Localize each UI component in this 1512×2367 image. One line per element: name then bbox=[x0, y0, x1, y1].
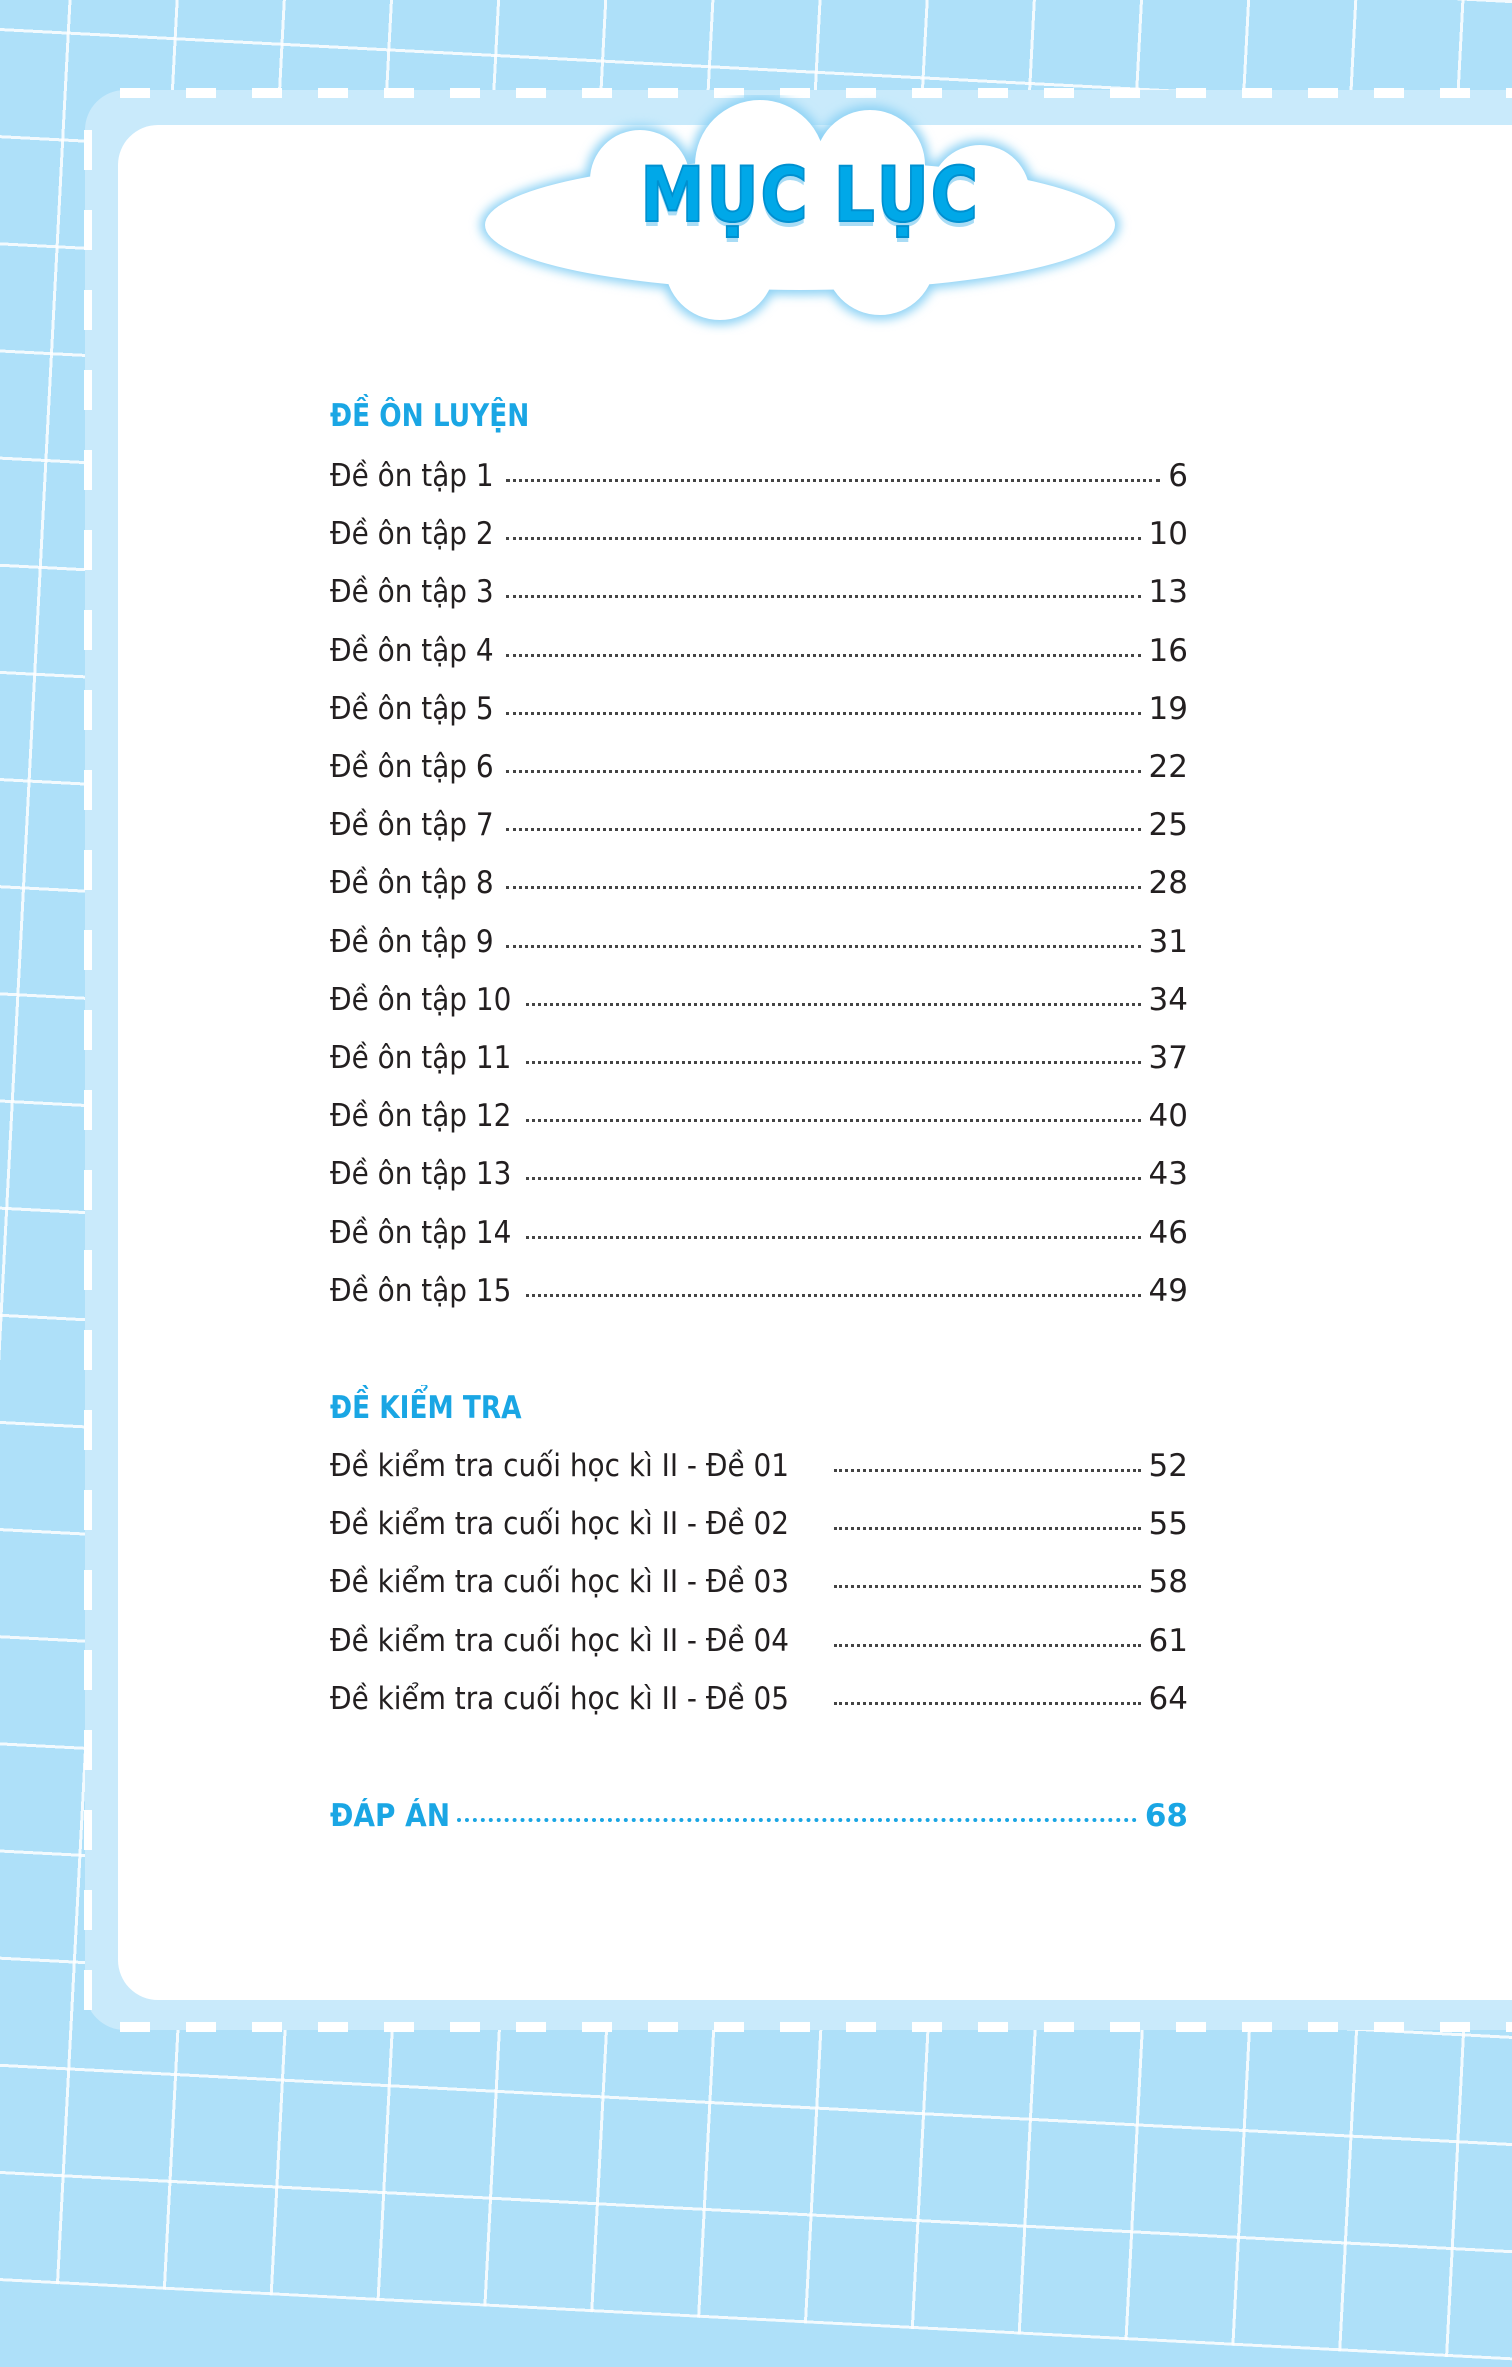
toc-entry[interactable]: Đề ôn tập 13 43 bbox=[330, 1156, 1188, 1192]
entry-page: 61 bbox=[1148, 1622, 1188, 1659]
entry-label: Đề ôn tập 13 bbox=[330, 1156, 512, 1193]
dot-leader bbox=[834, 1585, 1141, 1589]
toc-entry[interactable]: Đề ôn tập 3 13 bbox=[330, 574, 1188, 610]
dot-leader bbox=[834, 1527, 1141, 1531]
toc-entry[interactable]: Đề ôn tập 1 6 bbox=[330, 458, 1188, 494]
dot-leader bbox=[834, 1701, 1141, 1705]
dashed-border-top bbox=[120, 88, 1512, 98]
entry-page: 40 bbox=[1148, 1098, 1188, 1135]
dot-leader bbox=[505, 711, 1141, 715]
entry-label: Đề kiểm tra cuối học kì II - Đề 04 bbox=[330, 1622, 790, 1659]
entry-page: 22 bbox=[1148, 749, 1188, 785]
dot-leader bbox=[525, 1293, 1141, 1297]
entry-label: Đề ôn tập 2 bbox=[330, 516, 494, 553]
entry-label: Đề ôn tập 4 bbox=[330, 632, 494, 669]
dot-leader bbox=[505, 770, 1141, 773]
entry-page: 6 bbox=[1168, 458, 1188, 494]
toc-entry[interactable]: Đề ôn tập 2 10 bbox=[330, 516, 1188, 552]
toc-entry[interactable]: Đề ôn tập 10 34 bbox=[330, 982, 1188, 1018]
entry-page: 10 bbox=[1148, 516, 1188, 553]
toc-entry[interactable]: Đề kiểm tra cuối học kì II - Đề 01 52 bbox=[330, 1448, 1188, 1484]
toc-entry[interactable]: Đề ôn tập 9 31 bbox=[330, 924, 1188, 960]
toc-entry[interactable]: Đề ôn tập 14 46 bbox=[330, 1215, 1188, 1251]
dot-leader bbox=[525, 1235, 1141, 1239]
dot-leader bbox=[505, 479, 1161, 482]
toc-entry[interactable]: Đề ôn tập 8 28 bbox=[330, 865, 1188, 901]
entry-label: Đề kiểm tra cuối học kì II - Đề 03 bbox=[330, 1564, 790, 1601]
entry-label: Đề ôn tập 3 bbox=[330, 574, 494, 611]
entry-label: Đề ôn tập 6 bbox=[330, 749, 494, 785]
toc-entry[interactable]: Đề ôn tập 4 16 bbox=[330, 633, 1188, 669]
entry-label: Đề ôn tập 8 bbox=[330, 865, 494, 902]
dashed-border-left bbox=[84, 130, 92, 2010]
dot-leader bbox=[505, 653, 1141, 657]
dot-leader bbox=[505, 595, 1141, 599]
entry-label: Đề ôn tập 11 bbox=[330, 1040, 512, 1076]
toc-entry-answers[interactable]: ĐÁP ÁN 68 bbox=[330, 1798, 1188, 1834]
dot-leader bbox=[505, 828, 1141, 832]
entry-label: Đề kiểm tra cuối học kì II - Đề 01 bbox=[330, 1448, 790, 1484]
dot-leader bbox=[457, 1818, 1137, 1822]
section-heading: ĐỀ ÔN LUYỆN bbox=[330, 398, 530, 434]
toc-entry[interactable]: Đề ôn tập 15 49 bbox=[330, 1273, 1188, 1309]
entry-label: Đề ôn tập 1 bbox=[330, 458, 494, 494]
toc-entry[interactable]: Đề ôn tập 5 19 bbox=[330, 691, 1188, 727]
dot-leader bbox=[525, 1177, 1141, 1181]
entry-label: Đề ôn tập 7 bbox=[330, 807, 494, 844]
entry-page: 52 bbox=[1148, 1448, 1188, 1484]
dot-leader bbox=[505, 886, 1141, 890]
dot-leader bbox=[525, 1002, 1141, 1006]
entry-label: Đề ôn tập 5 bbox=[330, 690, 494, 727]
entry-page: 55 bbox=[1148, 1506, 1188, 1543]
entry-page: 49 bbox=[1148, 1272, 1188, 1309]
dashed-border-bottom bbox=[120, 2022, 1512, 2032]
entry-page: 68 bbox=[1144, 1798, 1188, 1834]
cloud-icon bbox=[480, 95, 1120, 325]
entry-page: 19 bbox=[1148, 690, 1188, 727]
toc-entry[interactable]: Đề ôn tập 12 40 bbox=[330, 1098, 1188, 1134]
entry-label: Đề kiểm tra cuối học kì II - Đề 02 bbox=[330, 1506, 790, 1543]
entry-page: 43 bbox=[1148, 1156, 1188, 1193]
entry-label: ĐÁP ÁN bbox=[330, 1798, 451, 1834]
toc-entry[interactable]: Đề ôn tập 7 25 bbox=[330, 807, 1188, 843]
entry-page: 28 bbox=[1148, 865, 1188, 902]
entry-label: Đề ôn tập 10 bbox=[330, 981, 512, 1018]
entry-page: 46 bbox=[1148, 1214, 1188, 1251]
entry-page: 64 bbox=[1148, 1680, 1188, 1717]
entry-page: 58 bbox=[1148, 1564, 1188, 1601]
entry-page: 25 bbox=[1148, 807, 1188, 844]
dot-leader bbox=[525, 1119, 1141, 1123]
entry-page: 16 bbox=[1148, 632, 1188, 669]
section-heading: ĐỀ KIỂM TRA bbox=[330, 1390, 522, 1426]
toc-entry[interactable]: Đề kiểm tra cuối học kì II - Đề 05 64 bbox=[330, 1681, 1188, 1717]
entry-label: Đề ôn tập 14 bbox=[330, 1214, 512, 1251]
entry-label: Đề kiểm tra cuối học kì II - Đề 05 bbox=[330, 1680, 790, 1717]
entry-page: 13 bbox=[1148, 574, 1188, 611]
dot-leader bbox=[505, 537, 1141, 541]
entry-page: 34 bbox=[1148, 981, 1188, 1018]
entry-page: 31 bbox=[1148, 923, 1188, 960]
page-title: MỤC LỤC bbox=[639, 149, 980, 240]
entry-page: 37 bbox=[1148, 1040, 1188, 1076]
toc-entry[interactable]: Đề ôn tập 6 22 bbox=[330, 749, 1188, 785]
toc-entry[interactable]: Đề kiểm tra cuối học kì II - Đề 04 61 bbox=[330, 1623, 1188, 1659]
toc-entry[interactable]: Đề kiểm tra cuối học kì II - Đề 03 58 bbox=[330, 1564, 1188, 1600]
dot-leader bbox=[525, 1061, 1141, 1064]
entry-label: Đề ôn tập 15 bbox=[330, 1272, 512, 1309]
toc-entry[interactable]: Đề kiểm tra cuối học kì II - Đề 02 55 bbox=[330, 1506, 1188, 1542]
dot-leader bbox=[505, 944, 1141, 948]
entry-label: Đề ôn tập 9 bbox=[330, 923, 494, 960]
entry-label: Đề ôn tập 12 bbox=[330, 1098, 512, 1135]
dot-leader bbox=[834, 1469, 1141, 1472]
dot-leader bbox=[834, 1643, 1141, 1647]
toc-entry[interactable]: Đề ôn tập 11 37 bbox=[330, 1040, 1188, 1076]
